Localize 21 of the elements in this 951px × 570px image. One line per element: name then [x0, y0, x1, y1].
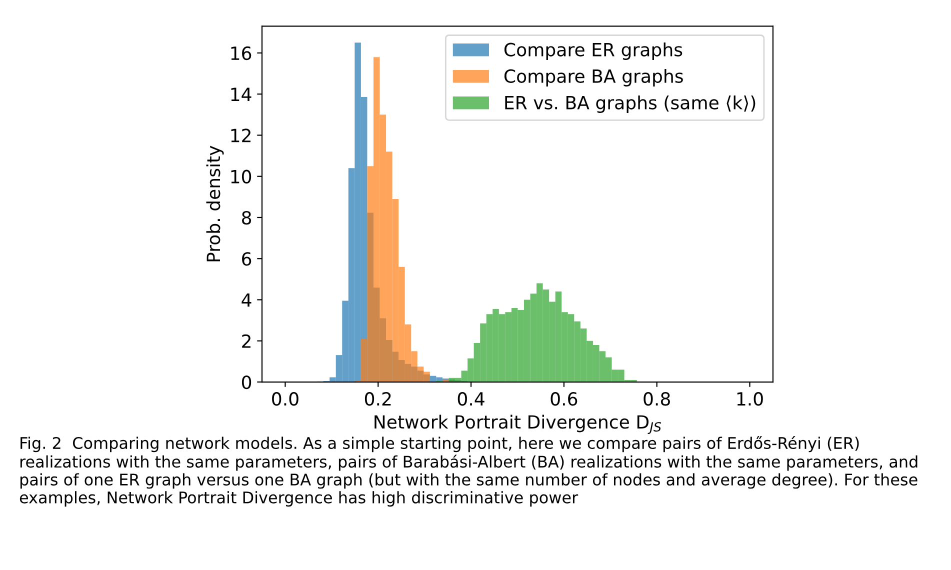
- y-tick-label: 6: [242, 252, 252, 266]
- x-tick-label: 0.0: [272, 392, 298, 406]
- x-axis-title: Network Portrait Divergence D$_{JS}$: [374, 414, 662, 434]
- y-tick-label: 14: [231, 88, 252, 101]
- y-axis-title: Prob. density: [206, 146, 224, 262]
- caption: Fig. 2 Comparing network models. As a simple starting point, here we compare pairs of Erdős-Rényi (ER) realizations with the same parameters, pairs of Barabási-Albert (BA) realizations with the same parameters, and pairs of one ER graph versus one BA graph (but with the same number of nodes and average degree). For these examples, Network Portrait Divergence has high discriminative power: [20, 436, 918, 507]
- y-tick-label: 16: [231, 46, 252, 60]
- y-tick-label: 12: [231, 128, 250, 142]
- x-tick-label: 0.4: [458, 392, 484, 406]
- x-tick-label: 0.8: [644, 392, 670, 406]
- legend-label: Compare BA graphs: [504, 68, 683, 86]
- y-tick-label: 8: [242, 210, 252, 225]
- x-tick-label: 1.0: [737, 392, 763, 406]
- x-tick-label: 0.2: [364, 392, 391, 406]
- y-tick-label: 4: [242, 293, 252, 307]
- y-tick-label: 2: [242, 334, 250, 348]
- legend-label: ER vs. BA graphs (same ⟨k⟩): [505, 95, 756, 113]
- y-tick-label: 0: [242, 375, 252, 390]
- legend-label: Compare ER graphs: [504, 42, 682, 60]
- x-tick-label: 0.6: [550, 392, 578, 406]
- y-tick-label: 10: [231, 170, 252, 184]
